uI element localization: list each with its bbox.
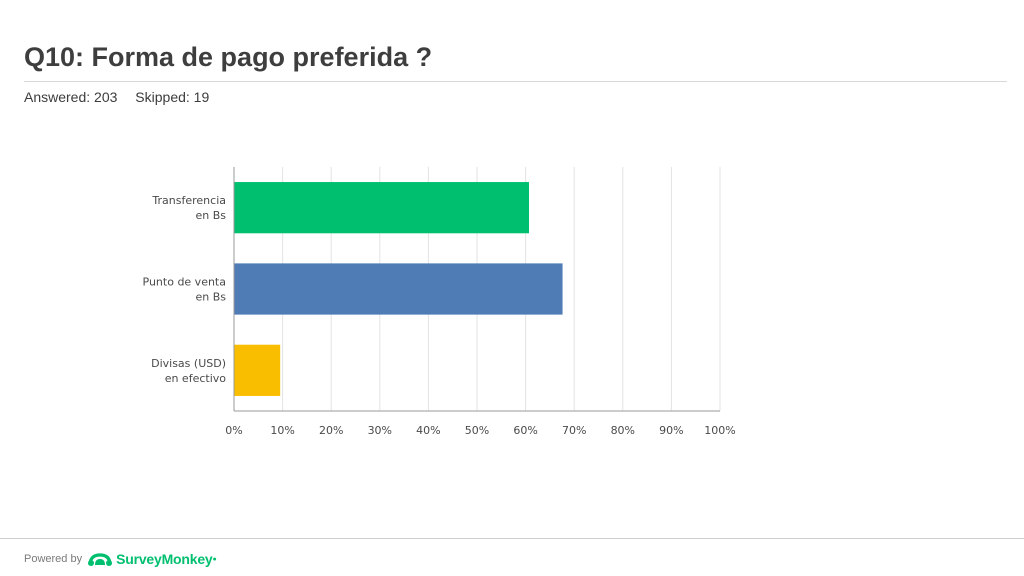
footer: Powered by SurveyMonkey ● <box>24 549 217 569</box>
x-tick-label: 0% <box>225 424 242 437</box>
bar <box>234 263 563 315</box>
x-tick-label: 100% <box>704 424 735 437</box>
brand-name: SurveyMonkey <box>116 551 213 567</box>
bar <box>234 344 281 396</box>
x-tick-label: 20% <box>319 424 343 437</box>
x-tick-label: 50% <box>465 424 489 437</box>
x-tick-label: 80% <box>611 424 635 437</box>
page-title: Q10: Forma de pago preferida ? <box>24 42 433 72</box>
x-tick-label: 60% <box>513 424 537 437</box>
title-divider <box>24 81 1007 82</box>
answered-count: Answered: 203 <box>24 89 118 105</box>
x-tick-label: 70% <box>562 424 586 437</box>
x-tick-label: 40% <box>416 424 440 437</box>
category-label: en Bs <box>195 291 226 304</box>
bar <box>234 182 530 234</box>
category-label: en efectivo <box>165 372 227 385</box>
powered-by-text: Powered by <box>24 553 83 565</box>
footer-divider <box>0 538 1024 539</box>
category-label: en Bs <box>195 209 226 222</box>
skipped-count: Skipped: 19 <box>135 89 210 105</box>
x-tick-label: 30% <box>368 424 392 437</box>
x-tick-label: 90% <box>659 424 683 437</box>
brand-mark: ● <box>212 555 217 563</box>
response-stats: Answered: 203 Skipped: 19 <box>24 89 223 105</box>
surveymonkey-logo-icon <box>88 553 113 566</box>
category-label: Punto de venta <box>143 276 226 289</box>
category-label: Transferencia <box>151 194 226 207</box>
x-tick-label: 10% <box>270 424 294 437</box>
category-label: Divisas (USD) <box>151 357 226 370</box>
